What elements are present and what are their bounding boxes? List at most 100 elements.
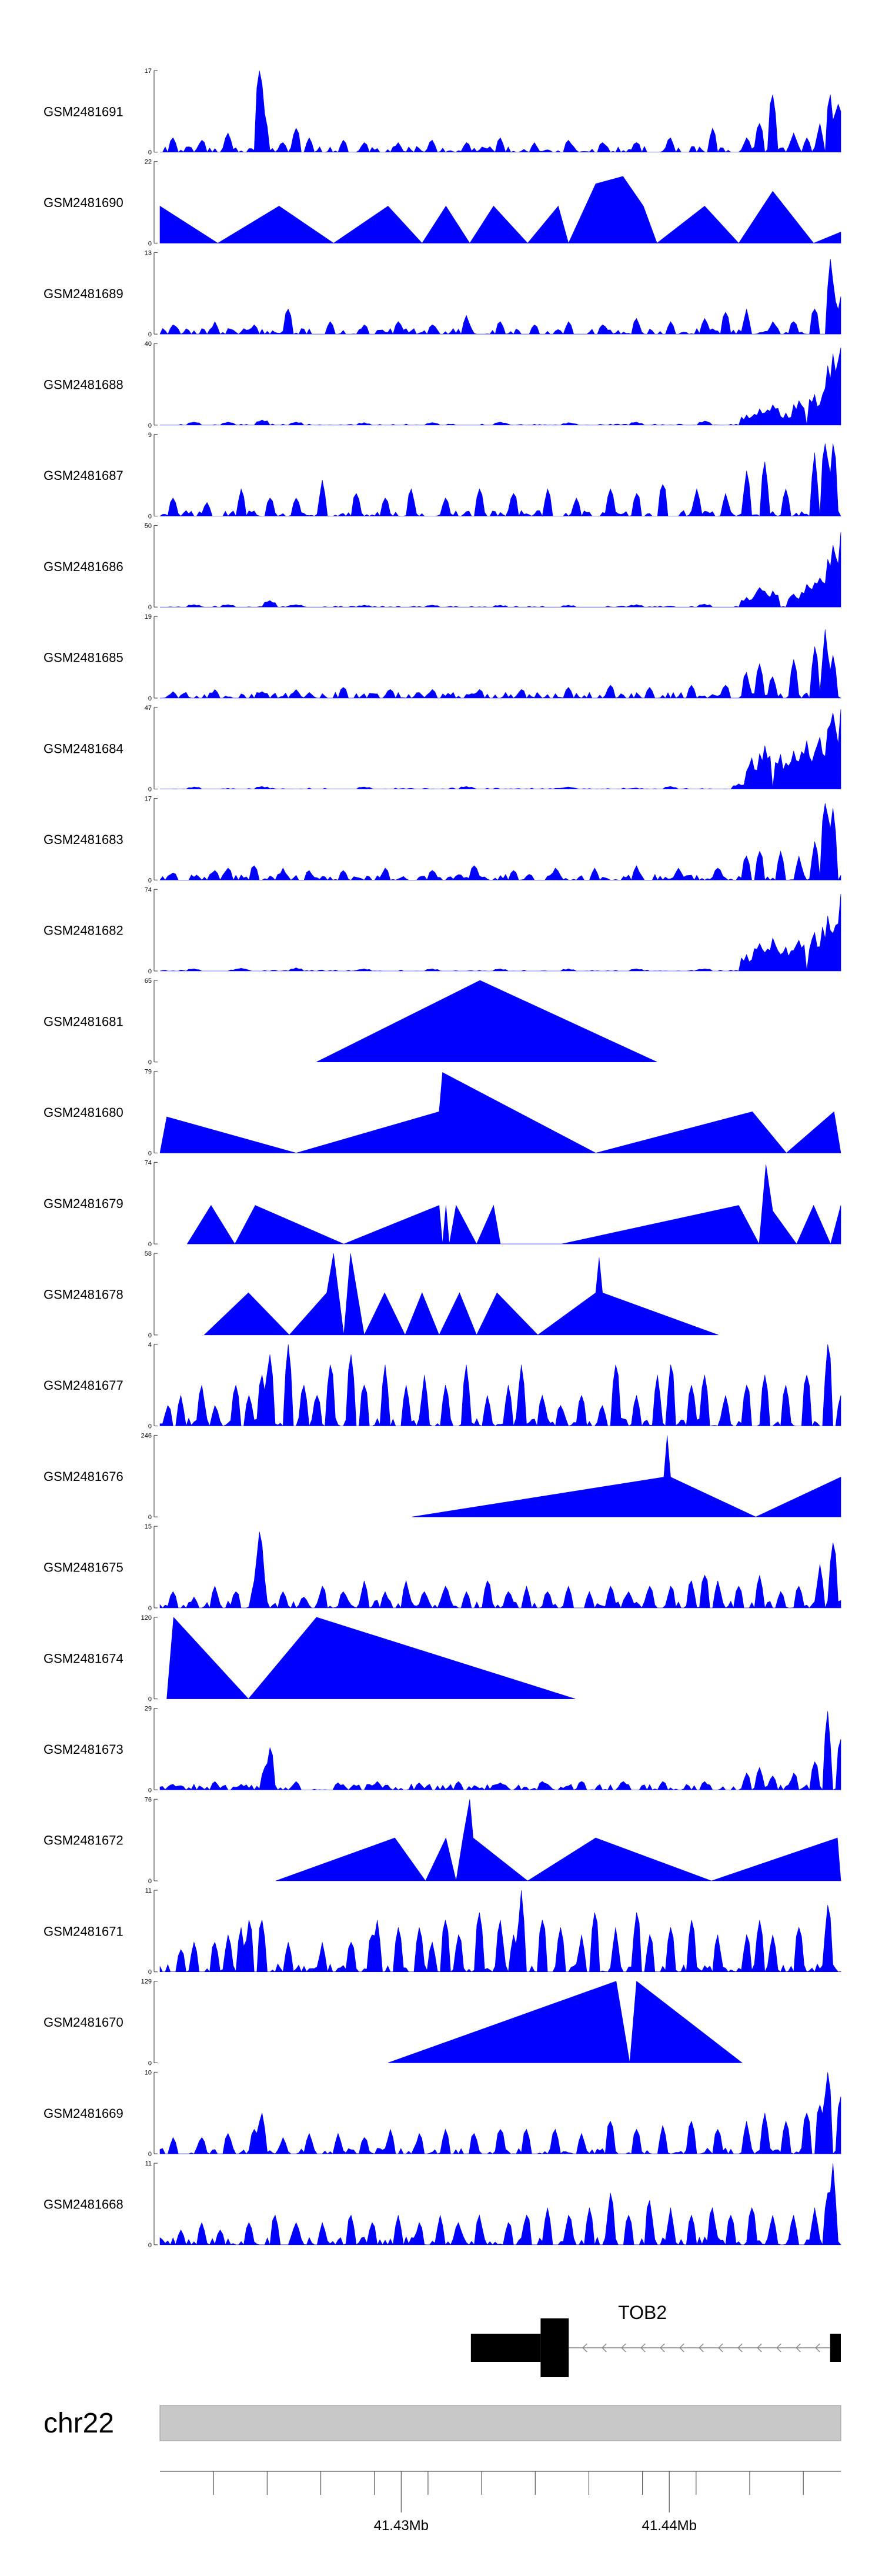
track-label: GSM2481687: [44, 468, 123, 483]
strand-arrow-icon: [757, 2343, 762, 2353]
y-max-label: 9: [148, 432, 152, 439]
y-max-label: 19: [145, 613, 152, 620]
coverage-area: [159, 1531, 841, 1609]
coverage-area: [159, 2163, 841, 2245]
track-GSM2481689: GSM2481689 13 0: [44, 249, 841, 338]
coverage-area: [160, 347, 841, 426]
y-max-label: 129: [141, 1978, 152, 1986]
y-max-label: 10: [145, 2069, 152, 2076]
coverage-area: [160, 709, 841, 789]
y-max-label: 246: [141, 1433, 152, 1440]
track-label: GSM2481670: [44, 2015, 123, 2030]
strand-arrow-icon: [640, 2343, 646, 2353]
track-label: GSM2481669: [44, 2106, 123, 2121]
y-min-label: 0: [148, 1514, 152, 1521]
track-label: GSM2481677: [44, 1378, 123, 1393]
coverage-area: [159, 1711, 841, 1791]
coverage-area: [275, 1799, 841, 1881]
track-GSM2481688: GSM2481688 40 0: [44, 341, 841, 429]
chromosome-axis: chr22 41.43Mb 41.44Mb: [44, 2405, 841, 2534]
coverage-area: [166, 1617, 576, 1700]
y-min-label: 0: [148, 422, 152, 429]
strand-arrow-icon: [737, 2343, 743, 2353]
y-min-label: 0: [148, 1696, 152, 1703]
track-label: GSM2481682: [44, 923, 123, 938]
y-min-label: 0: [148, 1605, 152, 1612]
track-label: GSM2481672: [44, 1833, 123, 1848]
strand-arrow-icon: [796, 2343, 801, 2353]
y-max-label: 11: [145, 1887, 152, 1894]
track-GSM2481683: GSM2481683 17 0: [44, 796, 841, 884]
coverage-area: [186, 1164, 841, 1245]
y-max-label: 74: [145, 1159, 152, 1166]
y-min-label: 0: [148, 1059, 152, 1066]
strand-arrow-icon: [582, 2343, 587, 2353]
coverage-area: [159, 1890, 841, 1973]
y-max-label: 76: [145, 1796, 152, 1803]
y-min-label: 0: [148, 2060, 152, 2067]
track-GSM2481677: GSM2481677 4 0: [44, 1342, 841, 1430]
y-min-label: 0: [148, 1969, 152, 1976]
track-GSM2481684: GSM2481684 47 0: [44, 705, 841, 793]
track-GSM2481671: GSM2481671 11 0: [44, 1887, 841, 1976]
y-min-label: 0: [148, 1150, 152, 1157]
data-tracks: GSM2481691170GSM2481690220GSM2481689130G…: [44, 68, 842, 2249]
track-GSM2481678: GSM2481678 58 0: [44, 1250, 719, 1339]
genome-axis-ticks: 41.43Mb 41.44Mb: [160, 2471, 841, 2534]
y-min-label: 0: [148, 513, 152, 520]
y-min-label: 0: [148, 695, 152, 702]
track-GSM2481674: GSM2481674 120 0: [44, 1614, 576, 1703]
track-label: GSM2481691: [44, 104, 123, 119]
track-GSM2481691: GSM2481691 17 0: [44, 68, 841, 156]
y-min-label: 0: [148, 968, 152, 975]
track-label: GSM2481678: [44, 1287, 123, 1302]
y-max-label: 47: [145, 705, 152, 712]
strand-arrow-icon: [679, 2343, 684, 2353]
track-GSM2481670: GSM2481670 129 0: [44, 1978, 743, 2067]
track-GSM2481682: GSM2481682 74 0: [44, 886, 841, 975]
strand-arrow-icon: [621, 2343, 626, 2353]
coverage-area: [160, 532, 841, 608]
track-label: GSM2481671: [44, 1924, 123, 1938]
coverage-area: [159, 803, 841, 881]
coverage-area: [159, 176, 841, 244]
coverage-area: [160, 629, 842, 699]
coverage-area: [159, 1072, 841, 1153]
track-GSM2481669: GSM2481669 10 0: [44, 2069, 841, 2158]
y-min-label: 0: [148, 1332, 152, 1339]
gene-model: [470, 2318, 841, 2377]
track-GSM2481687: GSM2481687 9 0: [44, 432, 841, 520]
y-max-label: 79: [145, 1069, 152, 1076]
coverage-area: [159, 893, 841, 972]
coverage-area: [203, 1253, 719, 1336]
track-label: GSM2481668: [44, 2197, 123, 2211]
track-GSM2481679: GSM2481679 74 0: [44, 1159, 841, 1248]
strand-arrow-icon: [699, 2343, 704, 2353]
coding-exon-block: [540, 2318, 569, 2377]
y-max-label: 4: [148, 1342, 152, 1349]
utr-exon-block: [470, 2334, 541, 2362]
track-GSM2481680: GSM2481680 79 0: [44, 1069, 841, 1157]
y-min-label: 0: [148, 786, 152, 793]
track-label: GSM2481689: [44, 286, 123, 301]
track-label: GSM2481676: [44, 1469, 123, 1484]
y-max-label: 15: [145, 1523, 152, 1530]
strand-arrow-icon: [718, 2343, 723, 2353]
gene-track: TOB2: [470, 2302, 841, 2377]
utr-exon-block: [830, 2334, 841, 2362]
y-min-label: 0: [148, 604, 152, 611]
track-label: GSM2481673: [44, 1742, 123, 1757]
y-min-label: 0: [148, 1241, 152, 1248]
coverage-area: [316, 980, 657, 1062]
coverage-area: [160, 70, 841, 153]
y-max-label: 17: [145, 68, 152, 75]
coverage-area: [159, 2072, 841, 2155]
strand-arrow-icon: [815, 2343, 820, 2353]
y-max-label: 50: [145, 523, 152, 530]
coverage-area: [412, 1435, 841, 1517]
y-max-label: 65: [145, 977, 152, 985]
track-GSM2481676: GSM2481676 246 0: [44, 1433, 841, 1521]
track-GSM2481685: GSM2481685 19 0: [44, 613, 842, 702]
y-max-label: 17: [145, 796, 152, 803]
track-GSM2481672: GSM2481672 76 0: [44, 1796, 841, 1885]
